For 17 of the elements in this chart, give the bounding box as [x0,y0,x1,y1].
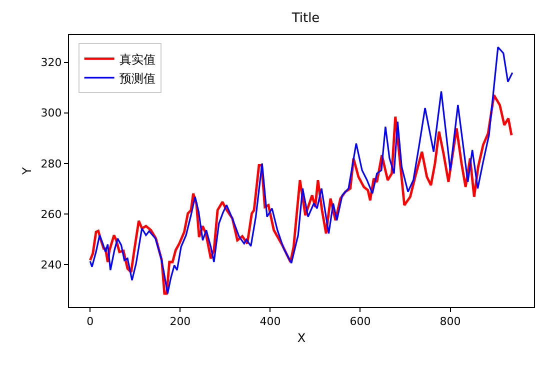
x-tick-label: 800 [440,315,461,328]
legend-label: 预测值 [119,71,156,86]
line-series [88,94,513,295]
y-tick-label: 240 [40,258,62,272]
line-series [89,46,514,294]
y-tick-label: 300 [40,106,62,120]
x-tick-label: 0 [86,315,94,328]
y-axis-title: Y [20,166,34,176]
y-tick-label: 280 [40,157,62,170]
chart-title: Title [290,10,320,26]
x-tick-label: 200 [170,315,191,328]
x-axis-title: X [297,331,306,346]
y-tick-label: 260 [40,208,62,221]
x-tick-label: 400 [260,315,281,328]
legend-label: 真实值 [119,52,156,66]
y-tick-label: 320 [40,56,62,70]
x-tick-label: 600 [350,315,371,328]
